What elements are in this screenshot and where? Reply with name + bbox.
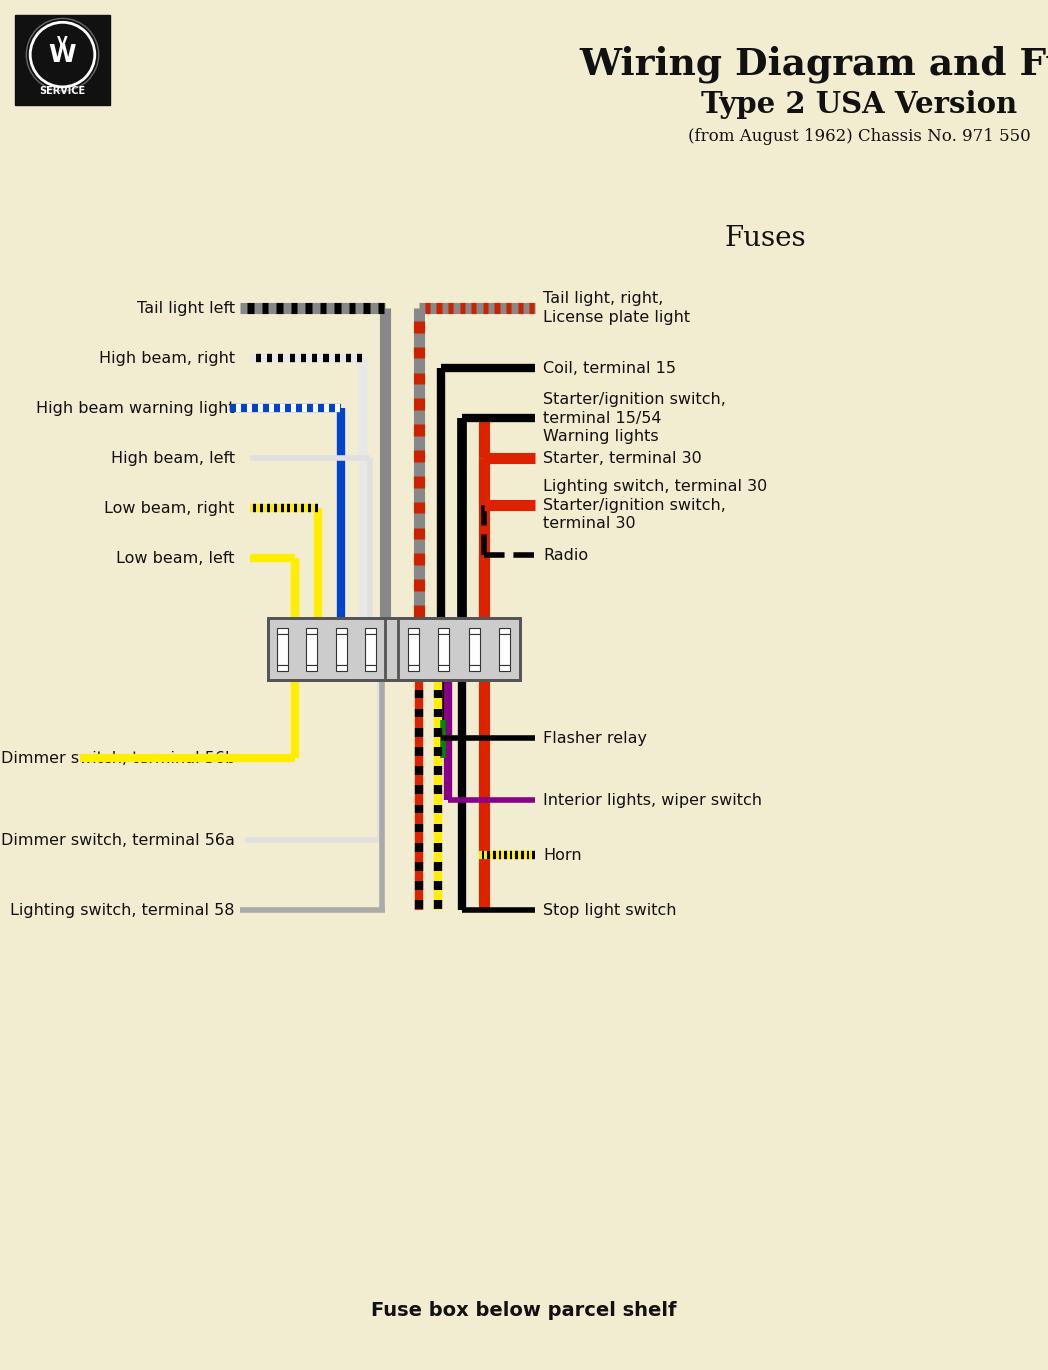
Bar [408, 627, 419, 633]
Bar [277, 633, 288, 664]
Text: Wiring Diagram and Fuses: Wiring Diagram and Fuses [580, 45, 1048, 82]
Text: Horn: Horn [543, 848, 582, 863]
Bar [365, 664, 376, 670]
Text: Dimmer switch, terminal 56b: Dimmer switch, terminal 56b [1, 751, 235, 766]
Bar [365, 627, 376, 633]
Bar [499, 664, 510, 670]
Text: Fuses: Fuses [724, 225, 806, 252]
Bar [15, 15, 110, 105]
Bar [335, 633, 347, 664]
Text: High beam, left: High beam, left [111, 451, 235, 466]
Text: Lighting switch, terminal 58: Lighting switch, terminal 58 [10, 903, 235, 918]
Bar [438, 633, 450, 664]
Text: Coil, terminal 15: Coil, terminal 15 [543, 360, 676, 375]
Text: Fuse box below parcel shelf: Fuse box below parcel shelf [371, 1300, 677, 1319]
Bar [398, 618, 520, 680]
Bar [499, 627, 510, 633]
Bar [408, 664, 419, 670]
Text: Starter, terminal 30: Starter, terminal 30 [543, 451, 702, 466]
Text: Flasher relay: Flasher relay [543, 730, 647, 745]
Text: SERVICE: SERVICE [40, 85, 86, 96]
Bar [499, 633, 510, 664]
Text: W: W [48, 42, 77, 67]
Text: Low beam, right: Low beam, right [105, 500, 235, 515]
Text: Interior lights, wiper switch: Interior lights, wiper switch [543, 792, 762, 807]
Text: Low beam, left: Low beam, left [116, 551, 235, 566]
Bar [335, 664, 347, 670]
Bar [277, 664, 288, 670]
Bar [468, 633, 480, 664]
Bar [468, 627, 480, 633]
Text: Type 2 USA Version: Type 2 USA Version [701, 90, 1018, 119]
Text: High beam, right: High beam, right [99, 351, 235, 366]
Bar [306, 633, 318, 664]
Bar [365, 633, 376, 664]
Bar [306, 664, 318, 670]
Bar [438, 664, 450, 670]
Bar [408, 633, 419, 664]
Bar [468, 664, 480, 670]
Bar [268, 618, 520, 680]
Text: Starter/ignition switch,
terminal 15/54
Warning lights: Starter/ignition switch, terminal 15/54 … [543, 392, 726, 444]
Text: Dimmer switch, terminal 56a: Dimmer switch, terminal 56a [1, 833, 235, 848]
Text: Radio: Radio [543, 548, 588, 563]
Bar [268, 618, 385, 680]
Bar [277, 627, 288, 633]
Text: Lighting switch, terminal 30
Starter/ignition switch,
terminal 30: Lighting switch, terminal 30 Starter/ign… [543, 479, 767, 532]
Text: (from August 1962) Chassis No. 971 550: (from August 1962) Chassis No. 971 550 [687, 127, 1031, 145]
Text: High beam warning light: High beam warning light [37, 400, 235, 415]
Text: Tail light left: Tail light left [137, 300, 235, 315]
Bar [306, 627, 318, 633]
Text: Tail light, right,
License plate light: Tail light, right, License plate light [543, 292, 691, 325]
Bar [438, 627, 450, 633]
Text: V: V [58, 34, 68, 49]
Text: Stop light switch: Stop light switch [543, 903, 677, 918]
Bar [335, 627, 347, 633]
